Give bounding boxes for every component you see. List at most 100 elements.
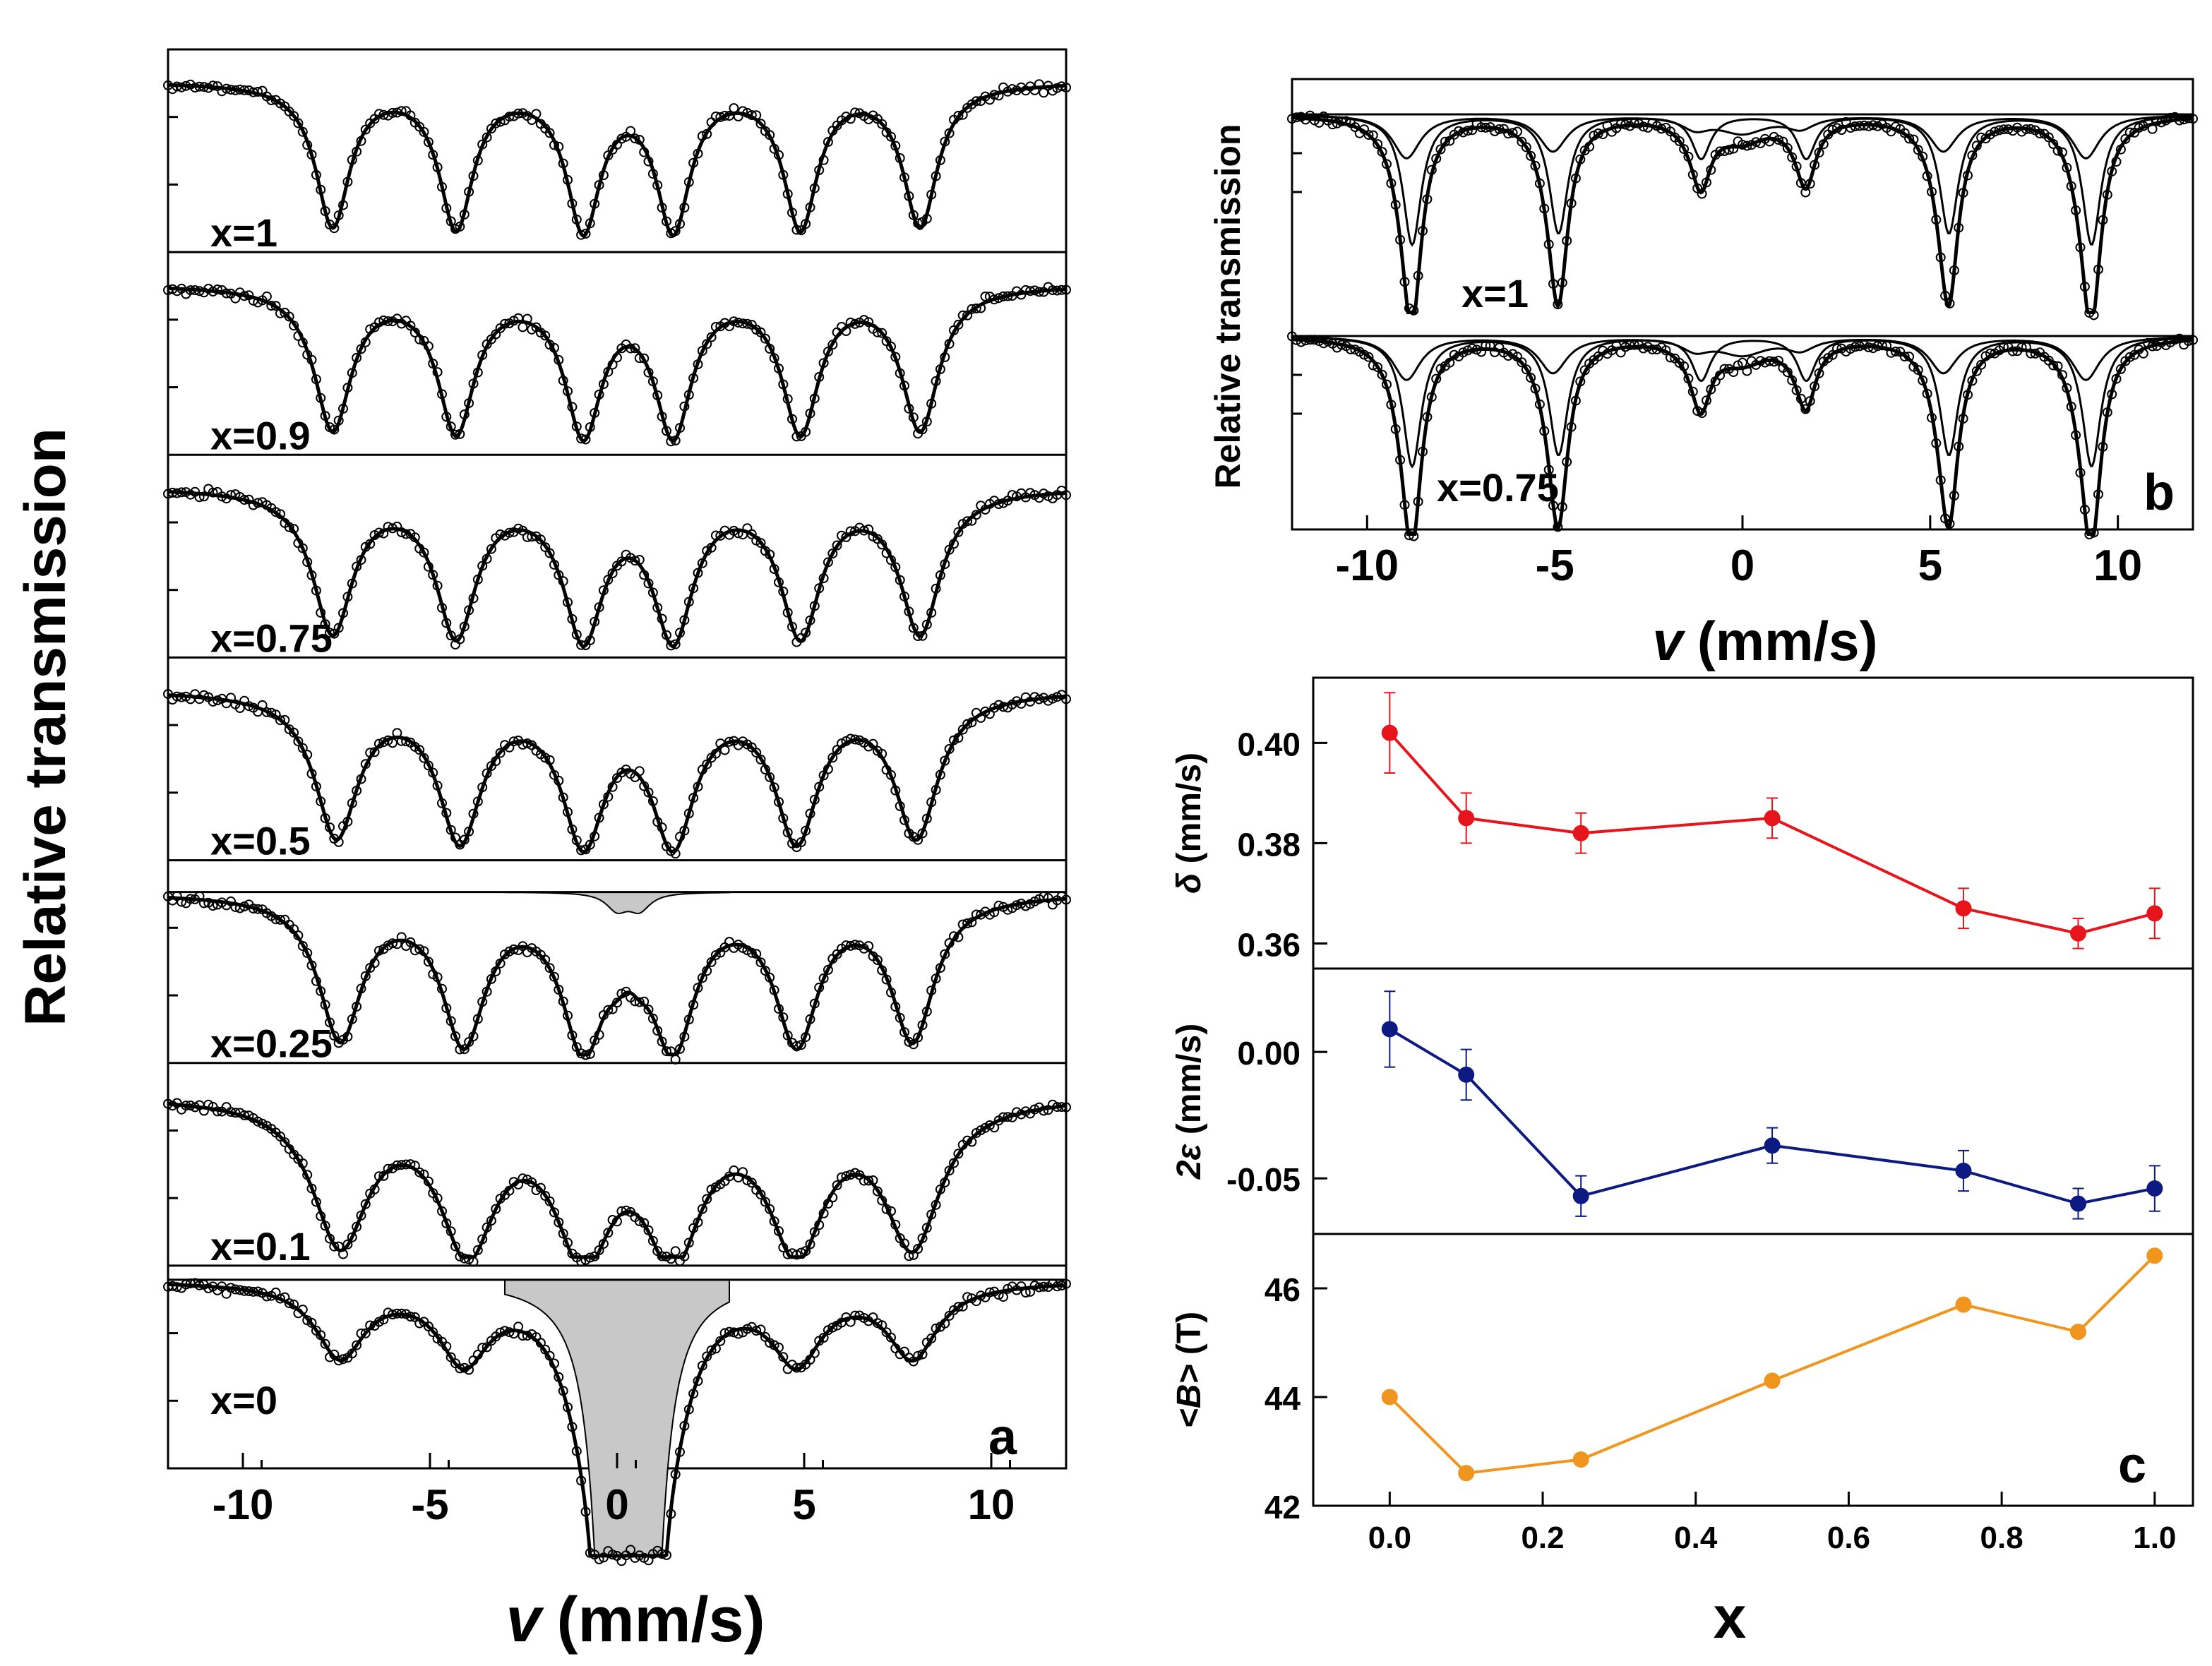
data-point: [1016, 1281, 1027, 1292]
panel-b-letter: b: [2144, 465, 2175, 521]
data-point: [2124, 352, 2135, 362]
y-tick-label: 0.00: [1237, 1035, 1301, 1072]
data-point: [755, 957, 766, 968]
data-point: [926, 1333, 937, 1343]
data-point: [832, 745, 842, 755]
subplot-y-axis-label: δ (mm/s): [1171, 753, 1208, 894]
spectrum-x-0-9: x=0.9: [163, 251, 1071, 457]
data-point: [544, 548, 555, 558]
panel-b-y-axis-label: Relative transmission: [1208, 124, 1248, 489]
data-point: [185, 1278, 196, 1288]
data-point: [962, 516, 973, 527]
data-point: [962, 719, 973, 729]
data-point: [289, 111, 299, 121]
x-tick-label: -10: [1336, 541, 1399, 590]
data-point: [275, 715, 285, 726]
data-point: [1715, 146, 1726, 157]
subplot-delta: 0.36 0.38 0.40 δ (mm/s): [1171, 676, 2194, 970]
data-point: [540, 330, 551, 341]
panel-a-y-axis-label: Relative transmission: [13, 428, 78, 1026]
data-point: [1913, 145, 1923, 155]
data-point: [953, 319, 964, 330]
data-point: [1572, 1451, 1589, 1468]
data-point: [746, 1177, 757, 1188]
data-point: [1827, 349, 1838, 360]
data-point: [198, 491, 209, 502]
data-point: [962, 918, 973, 928]
panel-c-x-axis-label: x: [1714, 1584, 1747, 1650]
data-point: [913, 1244, 923, 1254]
data-point: [796, 1040, 806, 1050]
data-point: [280, 1137, 290, 1148]
data-point: [1764, 810, 1781, 827]
data-point: [1899, 352, 1910, 362]
spectrum-x-0-5: x=0.5: [163, 656, 1071, 863]
data-point: [818, 1333, 829, 1343]
panel-b: x=1 x=0.75 -10 -5 0 5 10 Relative transmissio…: [1208, 78, 2198, 672]
data-point: [1363, 130, 1374, 140]
data-point: [342, 1239, 353, 1250]
data-point: [1043, 893, 1053, 904]
data-point: [1458, 1066, 1475, 1083]
data-point: [755, 119, 766, 129]
data-point: [1782, 143, 1793, 153]
data-point: [827, 1322, 838, 1333]
subplot-B: 42 44 46 <B> (T) 0.0 0.2 0.4 0.6 0.8 1.0: [1171, 1233, 2194, 1555]
data-point: [360, 124, 371, 135]
y-axis-symbol: <B>: [1171, 1364, 1208, 1428]
spectrum-label: x=0.1: [210, 1224, 311, 1269]
data-point: [360, 1328, 371, 1338]
data-point: [352, 1340, 362, 1350]
data-point: [1976, 359, 1987, 370]
data-point: [275, 914, 285, 925]
x-tick-label: 10: [968, 1481, 1015, 1528]
panel-a-letter: a: [988, 1409, 1017, 1466]
x-tick-label: 0.6: [1827, 1521, 1870, 1555]
data-point: [414, 944, 425, 954]
data-point: [706, 332, 717, 342]
y-tick-label: 46: [1265, 1271, 1301, 1308]
data-point: [616, 133, 627, 144]
subspectrum-curve: [1292, 114, 2193, 247]
spectrum-x-0: x=0: [163, 1264, 1071, 1566]
fit-curve: [167, 1102, 1067, 1259]
series-line: [1388, 1254, 2156, 1475]
data-point: [1674, 136, 1685, 146]
spectrum-b-x-1: x=1: [1287, 110, 2198, 320]
data-point: [221, 1288, 232, 1299]
data-point: [863, 1175, 874, 1186]
subplot-2eps: 0.00 -0.05 2ε (mm/s): [1171, 967, 2194, 1235]
subspectrum-curve: [1291, 336, 2194, 381]
panel-b-x-ticks: -10 -5 0 5 10: [1336, 515, 2142, 590]
x-tick-label: 5: [1918, 541, 1942, 590]
data-point: [482, 1342, 492, 1353]
y-axis-unit: (T): [1171, 1312, 1208, 1365]
data-point: [1458, 810, 1475, 827]
subplot-y-axis-label: <B> (T): [1171, 1312, 1208, 1428]
spectrum-label: x=1: [1461, 271, 1529, 316]
data-point: [1363, 352, 1374, 362]
data-point: [2070, 1324, 2086, 1341]
data-point: [1764, 1137, 1781, 1154]
data-point: [495, 748, 506, 758]
subspectrum-curve: [1291, 114, 2194, 160]
y-axis-symbol: δ: [1171, 873, 1208, 894]
data-point: [827, 549, 838, 559]
series-line: [1389, 1028, 2156, 1206]
data-point: [953, 1149, 964, 1159]
data-point: [405, 320, 416, 331]
x-tick-label: 10: [2093, 541, 2142, 590]
data-point: [2070, 925, 2086, 942]
data-point: [428, 1327, 438, 1338]
x-tick-label: -5: [411, 1481, 448, 1528]
panel-c-letter: c: [2118, 1437, 2146, 1494]
spectrum-label: x=1: [210, 210, 277, 255]
data-point: [729, 103, 739, 114]
data-point: [518, 1173, 528, 1184]
spectrum-x-0-25: x=0.25: [163, 859, 1071, 1066]
data-point: [832, 1180, 842, 1190]
data-point: [2115, 364, 2126, 374]
data-point: [1553, 299, 1563, 310]
subplot-y-axis-label: 2ε (mm/s): [1171, 1024, 1208, 1180]
